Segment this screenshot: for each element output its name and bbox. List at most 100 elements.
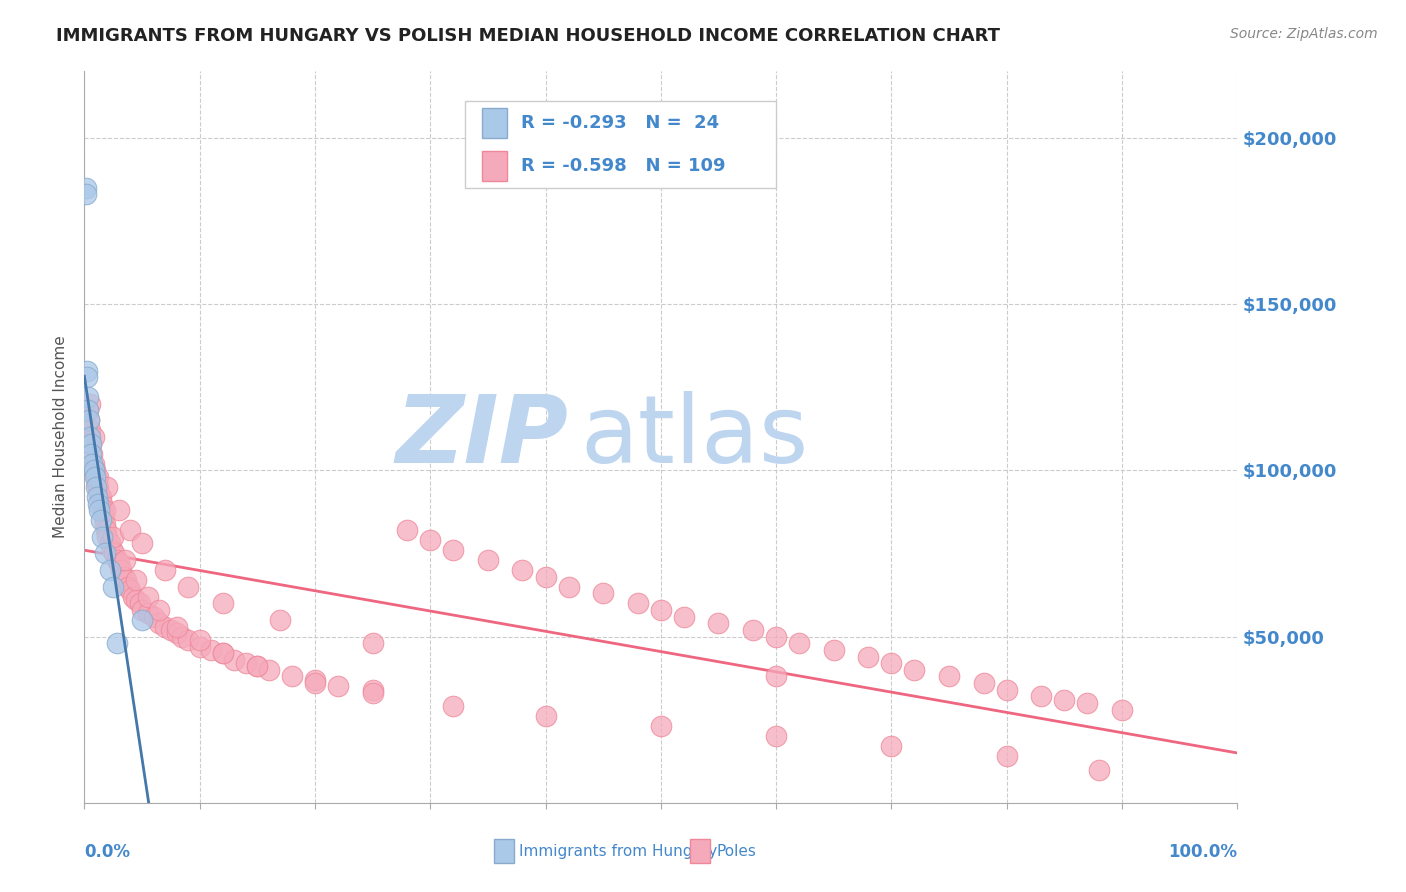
Text: atlas: atlas [581, 391, 808, 483]
Point [76, 403, 98, 417]
Point [91, 503, 114, 517]
Point [304, 676, 326, 690]
Point [627, 596, 650, 610]
Point [650, 719, 672, 733]
Text: Poles: Poles [716, 844, 756, 859]
Point [224, 653, 246, 667]
Text: 0.0%: 0.0% [84, 843, 131, 861]
Text: R = -0.293   N =  24: R = -0.293 N = 24 [522, 114, 720, 132]
Point [80, 436, 103, 450]
Point [136, 590, 159, 604]
Point [82, 447, 104, 461]
Point [534, 709, 557, 723]
Point [90, 530, 112, 544]
Point [75, 187, 97, 202]
Text: Source: ZipAtlas.com: Source: ZipAtlas.com [1230, 27, 1378, 41]
Point [903, 663, 925, 677]
Point [880, 739, 903, 754]
Point [765, 669, 787, 683]
Point [257, 663, 280, 677]
Point [269, 613, 291, 627]
Point [477, 553, 499, 567]
FancyBboxPatch shape [482, 151, 508, 181]
Point [112, 570, 135, 584]
Point [787, 636, 810, 650]
Point [103, 530, 124, 544]
Point [131, 603, 153, 617]
Point [650, 603, 672, 617]
Point [77, 413, 100, 427]
Point [441, 543, 464, 558]
Text: ZIP: ZIP [395, 391, 568, 483]
Point [142, 609, 165, 624]
Point [94, 516, 117, 531]
Point [96, 523, 118, 537]
Point [361, 686, 384, 700]
Point [973, 676, 995, 690]
Point [115, 573, 138, 587]
Point [672, 609, 695, 624]
Point [76, 390, 98, 404]
Point [94, 503, 117, 517]
Point [1076, 696, 1098, 710]
Point [110, 563, 132, 577]
Point [534, 570, 557, 584]
Point [76, 363, 98, 377]
Point [211, 596, 233, 610]
Point [1111, 703, 1133, 717]
Point [86, 476, 108, 491]
Point [128, 596, 150, 610]
Point [86, 490, 108, 504]
Point [125, 593, 148, 607]
Point [188, 632, 211, 647]
Point [101, 543, 124, 558]
Point [120, 523, 142, 537]
Point [103, 546, 125, 560]
Point [995, 682, 1018, 697]
Point [103, 580, 124, 594]
Point [707, 616, 730, 631]
Point [995, 749, 1018, 764]
Point [153, 563, 176, 577]
Point [83, 470, 105, 484]
Point [1088, 763, 1111, 777]
Point [235, 656, 257, 670]
Point [84, 470, 107, 484]
Point [361, 682, 384, 697]
Point [80, 436, 103, 450]
FancyBboxPatch shape [465, 101, 776, 188]
Point [117, 580, 139, 594]
Point [90, 497, 112, 511]
Point [880, 656, 903, 670]
Point [281, 669, 304, 683]
Point [76, 403, 98, 417]
Point [188, 640, 211, 654]
Point [765, 630, 787, 644]
Point [89, 486, 111, 500]
Point [89, 513, 111, 527]
Point [938, 669, 960, 683]
Point [592, 586, 614, 600]
Point [94, 546, 117, 560]
Point [83, 463, 105, 477]
Text: Immigrants from Hungary: Immigrants from Hungary [519, 844, 717, 859]
Point [396, 523, 419, 537]
Y-axis label: Median Household Income: Median Household Income [53, 335, 69, 539]
Point [82, 457, 104, 471]
Point [361, 636, 384, 650]
FancyBboxPatch shape [494, 839, 515, 863]
FancyBboxPatch shape [482, 108, 508, 138]
Point [87, 470, 110, 484]
Point [75, 180, 97, 194]
Point [858, 649, 880, 664]
Point [83, 457, 105, 471]
Point [153, 619, 176, 633]
Point [742, 623, 765, 637]
Point [80, 447, 103, 461]
Point [246, 659, 269, 673]
Point [98, 536, 121, 550]
Point [79, 397, 101, 411]
Point [1031, 690, 1053, 704]
Point [87, 497, 110, 511]
Point [166, 619, 188, 633]
